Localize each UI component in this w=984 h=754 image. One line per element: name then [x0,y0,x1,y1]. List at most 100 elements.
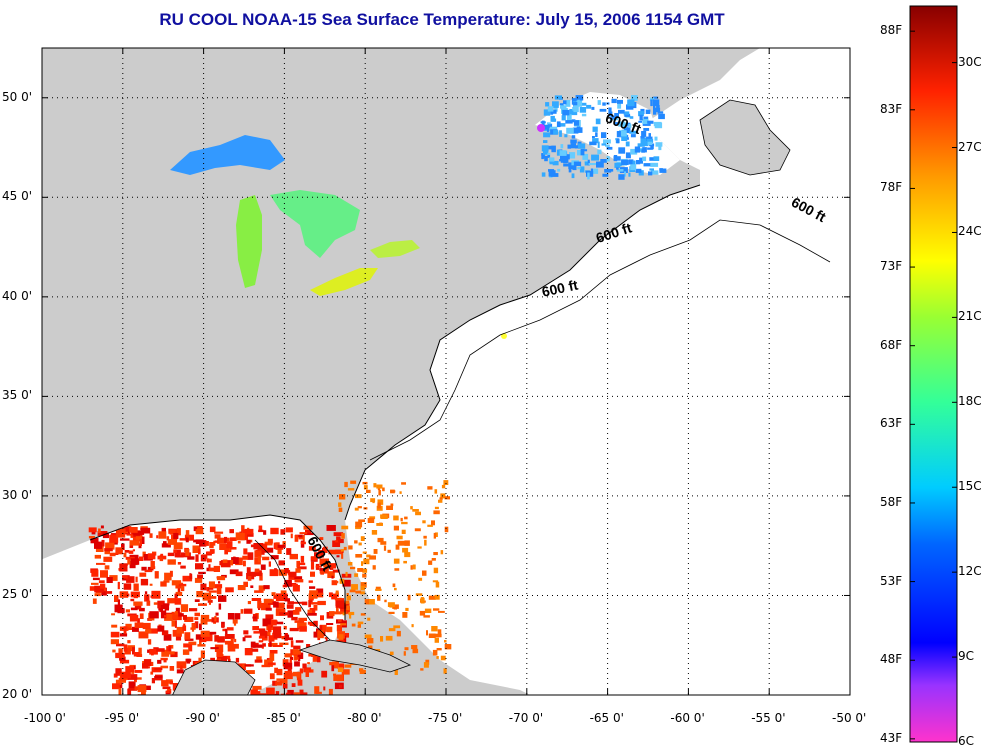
sst-pixel [543,150,549,155]
sst-pixel [293,645,301,650]
sst-pixel [388,611,395,614]
sst-pixel [109,552,116,557]
sst-pixel [335,592,339,597]
sst-pixel [272,693,279,695]
sst-pixel [218,581,221,584]
sst-pixel [611,98,617,104]
sst-pixel [139,607,145,612]
sst-pixel [362,573,367,578]
sst-pixel [581,113,587,117]
sst-pixel [653,103,656,110]
sst-pixel [327,571,335,578]
sst-pixel [147,566,153,571]
sst-pixel [340,549,344,552]
sst-pixel [324,637,328,639]
sst-pixel [628,159,634,165]
lat-tick-label: 40 0' [2,288,33,303]
sst-pixel [167,598,177,604]
sst-pixel [394,669,398,675]
sst-pixel [367,518,375,523]
sst-pixel [270,555,279,560]
sst-pixel [276,668,283,676]
sst-pixel [292,609,300,615]
sst-pixel [130,598,135,602]
sst-pixel [257,556,261,563]
sst-pixel [443,480,449,485]
sst-pixel [622,122,631,127]
sst-pixel [177,562,182,565]
lake-michigan [236,195,262,288]
sst-pixel [162,686,171,690]
sst-pixel [338,538,344,544]
sst-pixel [133,665,136,670]
sst-pixel [658,143,662,151]
sst-pixel [338,502,342,507]
sst-pixel [242,555,249,560]
sst-pixel [649,97,655,101]
sst-pixel [614,162,621,168]
sst-pixel [270,527,279,535]
sst-pixel [577,99,580,107]
sst-pixel [245,528,254,535]
colorbar-label-f: 48F [880,652,903,667]
sst-pixel [124,647,131,655]
sst-pixel [440,550,444,555]
sst-pixel [294,579,304,583]
sst-pixel [599,108,607,112]
sst-pixel [250,544,255,548]
sst-pixel [147,553,156,560]
sst-pixel [139,572,147,577]
sst-pixel [264,547,274,553]
sst-pixel [363,485,368,490]
sst-pixel [338,507,343,512]
sst-pixel [625,152,631,159]
sst-pixel [349,612,352,619]
sst-pixel [580,149,585,156]
sst-pixel [624,171,627,177]
sst-pixel [444,640,447,643]
sst-pixel [117,599,120,606]
sst-pixel [637,143,645,147]
sst-pixel [556,121,561,128]
sst-pixel [308,580,313,583]
lon-tick-label: -80 0' [347,711,382,725]
sst-pixel [289,553,298,560]
sst-pixel [279,679,288,684]
sst-pixel [601,132,607,139]
sst-pixel [164,572,172,581]
sst-pixel [133,601,143,606]
colorbar-label-c: 18C [958,394,982,409]
sst-pixel [145,629,152,634]
sst-pixel [570,143,576,149]
sst-pixel [334,549,342,555]
sst-pixel [259,693,266,695]
sst-pixel [323,686,326,691]
sst-pixel [244,635,252,638]
sst-pixel [323,562,330,568]
sst-pixel [103,556,113,562]
gulf-coastline [89,514,346,620]
sst-pixel [281,636,285,640]
sst-pixel [227,644,236,652]
sst-pixel [541,120,545,128]
sst-pixel [267,662,276,666]
sst-pixel [175,591,183,596]
sst-pixel [156,535,159,539]
sst-pixel [285,637,293,641]
sst-pixel [319,568,329,574]
sst-pixel [564,134,568,138]
sst-pixel [212,584,223,589]
sst-pixel [334,540,340,543]
sst-pixel [396,535,403,540]
sst-pixel [163,659,167,663]
sst-pixel [383,545,387,551]
sst-pixel [422,520,426,524]
sst-pixel [199,623,202,631]
sst-pixel [559,130,562,137]
sst-pixel [147,639,152,645]
sst-pixel [150,661,154,666]
sst-pixel [280,590,287,594]
sst-pixel [393,515,399,521]
sst-pixel [241,525,245,532]
sst-pixel [320,615,324,621]
